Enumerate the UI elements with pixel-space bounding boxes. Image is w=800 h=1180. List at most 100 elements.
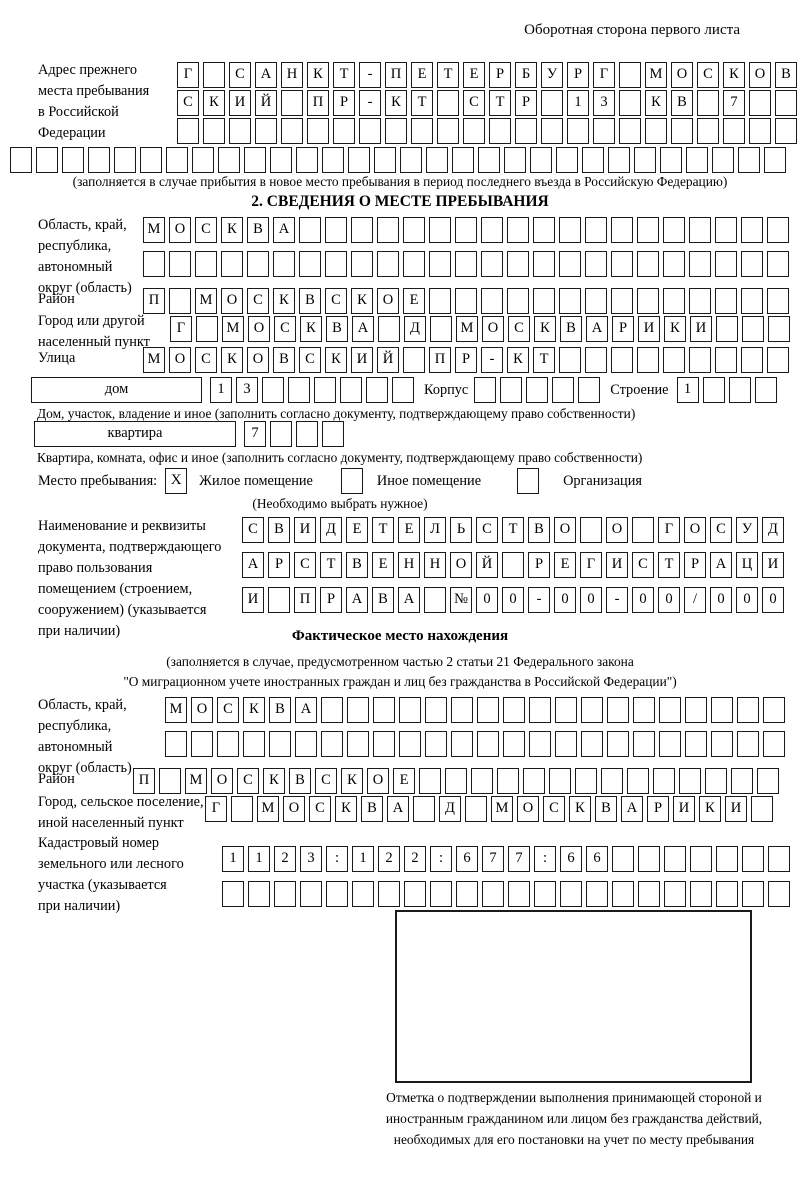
- char-cell[interactable]: [559, 251, 581, 277]
- char-cell[interactable]: 7: [244, 421, 266, 447]
- char-cell[interactable]: Р: [268, 552, 290, 578]
- checkbox-other-premises[interactable]: [340, 468, 363, 494]
- char-cell[interactable]: [424, 587, 446, 613]
- char-cell[interactable]: [481, 217, 503, 243]
- char-cell[interactable]: О: [169, 217, 191, 243]
- char-cell[interactable]: [437, 118, 459, 144]
- char-cell[interactable]: М: [257, 796, 279, 822]
- char-cell[interactable]: И: [242, 587, 264, 613]
- char-cell[interactable]: [366, 377, 388, 403]
- char-cell[interactable]: [221, 251, 243, 277]
- char-cell[interactable]: В: [268, 517, 290, 543]
- char-cell[interactable]: [767, 251, 789, 277]
- char-cell[interactable]: [507, 288, 529, 314]
- char-cell[interactable]: [549, 768, 571, 794]
- char-cell[interactable]: [244, 147, 266, 173]
- char-cell[interactable]: [741, 217, 763, 243]
- char-cell[interactable]: М: [185, 768, 207, 794]
- char-cell[interactable]: :: [430, 846, 452, 872]
- char-cell[interactable]: [530, 147, 552, 173]
- char-cell[interactable]: [637, 251, 659, 277]
- char-cell[interactable]: [757, 768, 779, 794]
- char-cell[interactable]: Р: [647, 796, 669, 822]
- char-cell[interactable]: И: [351, 347, 373, 373]
- char-cell[interactable]: -: [481, 347, 503, 373]
- char-cell[interactable]: И: [606, 552, 628, 578]
- prev-address-row-4[interactable]: [10, 147, 786, 173]
- char-cell[interactable]: [268, 587, 290, 613]
- char-cell[interactable]: [273, 251, 295, 277]
- char-cell[interactable]: 1: [676, 377, 699, 403]
- char-cell[interactable]: С: [217, 697, 239, 723]
- char-cell[interactable]: Г: [205, 796, 227, 822]
- char-cell[interactable]: [404, 881, 426, 907]
- char-cell[interactable]: Г: [593, 62, 615, 88]
- char-cell[interactable]: С: [237, 768, 259, 794]
- char-cell[interactable]: [352, 881, 374, 907]
- char-cell[interactable]: [586, 881, 608, 907]
- char-cell[interactable]: [716, 881, 738, 907]
- char-cell[interactable]: [465, 796, 487, 822]
- char-cell[interactable]: [399, 731, 421, 757]
- char-cell[interactable]: Г: [658, 517, 680, 543]
- char-cell[interactable]: Р: [515, 90, 537, 116]
- house-type-box[interactable]: дом: [31, 377, 202, 403]
- char-cell[interactable]: 6: [586, 846, 608, 872]
- char-cell[interactable]: [165, 731, 187, 757]
- char-cell[interactable]: [430, 881, 452, 907]
- char-cell[interactable]: [274, 881, 296, 907]
- char-cell[interactable]: Е: [346, 517, 368, 543]
- char-cell[interactable]: А: [621, 796, 643, 822]
- char-cell[interactable]: Р: [333, 90, 355, 116]
- char-cell[interactable]: [705, 768, 727, 794]
- char-cell[interactable]: [288, 377, 310, 403]
- char-cell[interactable]: Р: [567, 62, 589, 88]
- char-cell[interactable]: [296, 421, 318, 447]
- char-cell[interactable]: П: [385, 62, 407, 88]
- char-cell[interactable]: К: [699, 796, 721, 822]
- char-cell[interactable]: Д: [320, 517, 342, 543]
- char-cell[interactable]: П: [429, 347, 451, 373]
- char-cell[interactable]: Д: [439, 796, 461, 822]
- char-cell[interactable]: 0: [658, 587, 680, 613]
- char-cell[interactable]: [619, 62, 641, 88]
- char-cell[interactable]: [340, 377, 362, 403]
- cadastre-row-2[interactable]: [222, 881, 790, 907]
- char-cell[interactable]: [455, 288, 477, 314]
- char-cell[interactable]: [159, 768, 181, 794]
- char-cell[interactable]: 0: [476, 587, 498, 613]
- char-cell[interactable]: К: [351, 288, 373, 314]
- char-cell[interactable]: [634, 147, 656, 173]
- char-cell[interactable]: [638, 881, 660, 907]
- char-cell[interactable]: [403, 217, 425, 243]
- char-cell[interactable]: О: [684, 517, 706, 543]
- char-cell[interactable]: [445, 768, 467, 794]
- char-cell[interactable]: [533, 251, 555, 277]
- char-cell[interactable]: [715, 288, 737, 314]
- actual-region-row-2[interactable]: [165, 731, 785, 757]
- char-cell[interactable]: [351, 251, 373, 277]
- char-cell[interactable]: К: [273, 288, 295, 314]
- apartment-type-box[interactable]: квартира: [34, 421, 236, 447]
- char-cell[interactable]: Ь: [450, 517, 472, 543]
- char-cell[interactable]: С: [508, 316, 530, 342]
- char-cell[interactable]: [526, 377, 549, 403]
- char-cell[interactable]: [633, 697, 655, 723]
- char-cell[interactable]: [685, 731, 707, 757]
- char-cell[interactable]: [711, 731, 733, 757]
- char-cell[interactable]: [611, 288, 633, 314]
- char-cell[interactable]: [321, 697, 343, 723]
- char-cell[interactable]: 0: [710, 587, 732, 613]
- char-cell[interactable]: [203, 118, 225, 144]
- char-cell[interactable]: [295, 731, 317, 757]
- checkbox-residential[interactable]: X: [165, 468, 188, 494]
- char-cell[interactable]: [529, 731, 551, 757]
- char-cell[interactable]: [738, 147, 760, 173]
- char-cell[interactable]: К: [325, 347, 347, 373]
- char-cell[interactable]: [763, 731, 785, 757]
- char-cell[interactable]: Р: [612, 316, 634, 342]
- char-cell[interactable]: К: [534, 316, 556, 342]
